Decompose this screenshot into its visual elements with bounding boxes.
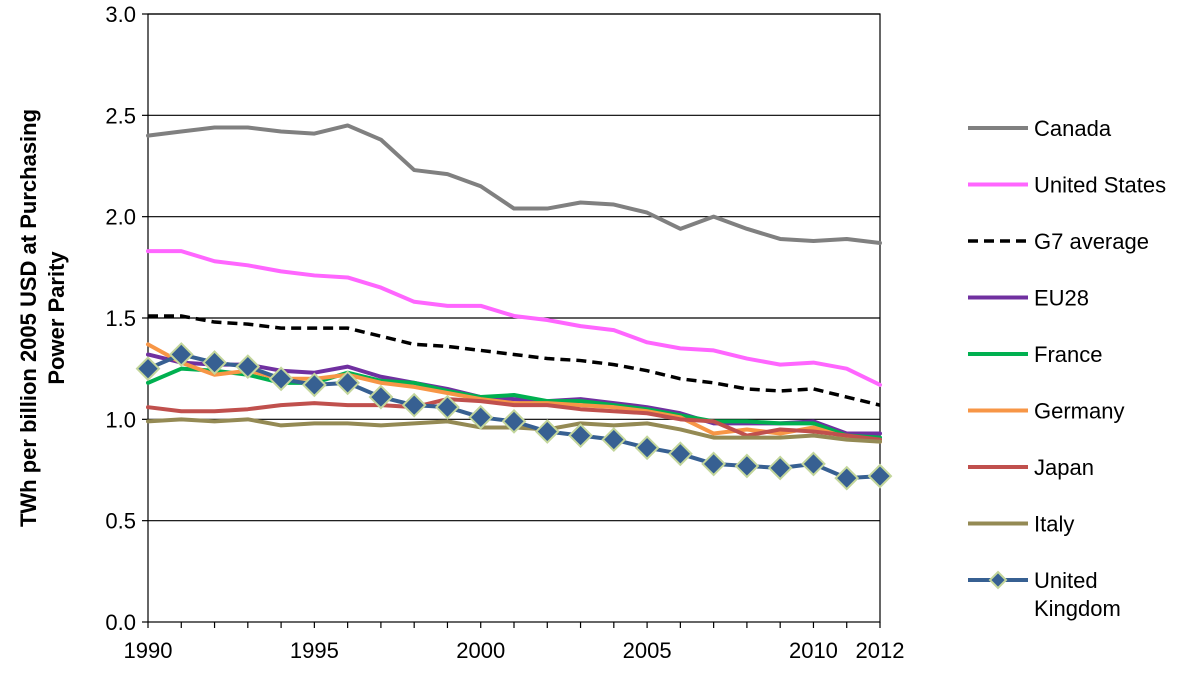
legend-item: United Kingdom (968, 568, 1121, 621)
data-point-marker (335, 370, 361, 396)
legend-label: Kingdom (1034, 596, 1121, 621)
series-line-canada (146, 123, 882, 246)
series-line-united-states (146, 249, 882, 387)
data-point-marker (701, 451, 727, 477)
legend-label: Canada (1034, 116, 1112, 141)
y-tick-label: 3.0 (105, 2, 136, 27)
legend-label: G7 average (1034, 229, 1149, 254)
data-point-marker (135, 356, 161, 382)
x-tick-label: 1995 (290, 638, 339, 663)
data-point-marker (767, 455, 793, 481)
legend-item: Italy (968, 512, 1074, 537)
legend-label: United States (1034, 173, 1166, 198)
data-point-marker (468, 404, 494, 430)
legend-item: France (968, 342, 1102, 367)
data-point-marker (801, 451, 826, 477)
data-point-marker (634, 435, 660, 461)
legend: Canada United States G7 average EU28 France G… (968, 116, 1166, 621)
legend-item: United States (968, 173, 1166, 198)
legend-item: Canada (968, 116, 1112, 141)
y-tick-label: 1.5 (105, 306, 136, 331)
x-tick-label: 2012 (856, 638, 905, 663)
x-tick-label: 1990 (124, 638, 173, 663)
data-point-marker (168, 342, 194, 367)
data-point-marker (501, 408, 527, 434)
data-point-marker (601, 427, 627, 453)
x-tick-label: 2000 (456, 638, 505, 663)
legend-item: EU28 (968, 286, 1089, 311)
data-point-marker (202, 350, 227, 376)
data-point-marker (435, 394, 460, 420)
y-tick-label: 0.0 (105, 610, 136, 635)
data-point-marker (568, 423, 593, 448)
y-tick-label: 1.0 (105, 407, 136, 432)
axes: 0.0 0.5 1.0 1.5 2.0 2.5 3.0 1990 1995 2000 2005 201… (105, 2, 904, 663)
legend-item: Germany (968, 399, 1124, 424)
y-tick-label: 2.5 (105, 103, 136, 128)
series-line-japan (146, 397, 882, 442)
legend-label: EU28 (1034, 286, 1089, 311)
y-tick-label: 0.5 (105, 509, 136, 534)
legend-label: Germany (1034, 399, 1124, 424)
data-point-marker (368, 384, 394, 410)
data-point-marker (867, 463, 893, 489)
data-point-marker (235, 354, 261, 380)
data-point-marker (667, 441, 693, 467)
data-point-marker (734, 453, 760, 479)
legend-label: Italy (1034, 512, 1074, 537)
legend-item: G7 average (968, 229, 1149, 254)
legend-item: Japan (968, 455, 1094, 480)
y-axis-title-line: Power Parity (44, 251, 69, 385)
data-point-marker (401, 392, 427, 418)
legend-label: France (1034, 342, 1102, 367)
x-tick-label: 2005 (623, 638, 672, 663)
y-tick-label: 2.0 (105, 205, 136, 230)
data-point-marker (534, 419, 560, 444)
series (135, 123, 893, 491)
data-point-marker (301, 372, 327, 398)
legend-marker (988, 570, 1008, 590)
series-line-g7-average (148, 314, 881, 407)
legend-label: United (1034, 568, 1098, 593)
series-line-france (146, 366, 882, 440)
x-tick-label: 2010 (789, 638, 838, 663)
data-point-marker (834, 465, 860, 491)
y-axis-title-line: TWh per billion 2005 USD at Purchasing (16, 109, 41, 527)
legend-label: Japan (1034, 455, 1094, 480)
data-point-marker (268, 366, 294, 392)
